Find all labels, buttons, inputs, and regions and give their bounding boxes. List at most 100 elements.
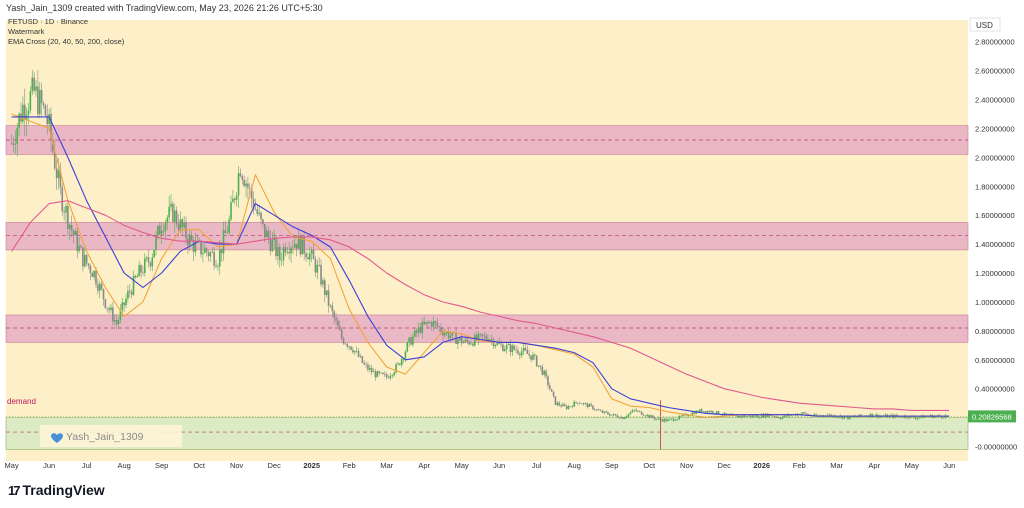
candle bbox=[397, 362, 399, 366]
candle bbox=[535, 354, 538, 367]
x-tick-label: May bbox=[5, 461, 19, 470]
ema-40-line bbox=[11, 116, 950, 417]
candle bbox=[209, 250, 212, 262]
candle bbox=[357, 348, 360, 358]
candle bbox=[490, 334, 493, 345]
candle bbox=[12, 136, 15, 153]
candle bbox=[320, 259, 322, 287]
zones-layer bbox=[5, 125, 969, 450]
candle bbox=[637, 410, 639, 413]
candle bbox=[40, 83, 43, 117]
candle bbox=[837, 417, 840, 419]
candle bbox=[575, 401, 577, 405]
candle bbox=[590, 402, 592, 408]
candle bbox=[164, 219, 167, 240]
candle bbox=[520, 347, 523, 358]
candle bbox=[374, 368, 377, 381]
candle bbox=[678, 414, 681, 421]
candle bbox=[567, 404, 570, 410]
watermark-box: Yash_Jain_1309 bbox=[40, 425, 182, 447]
y-tick-label: 2.20000000 bbox=[975, 124, 1015, 133]
candle bbox=[325, 290, 328, 298]
candle bbox=[408, 337, 410, 347]
tradingview-brand-text: TradingView bbox=[22, 482, 105, 498]
candle bbox=[524, 344, 527, 352]
candle bbox=[192, 236, 195, 262]
candle bbox=[108, 305, 110, 314]
candle bbox=[582, 402, 585, 406]
candle bbox=[260, 211, 262, 225]
candle bbox=[470, 340, 472, 346]
candle bbox=[558, 400, 560, 407]
price-chart[interactable]: 2.80000000 2.60000000 2.40000000 2.20000000… bbox=[0, 14, 1024, 480]
y-axis: 2.80000000 2.60000000 2.40000000 2.20000000… bbox=[975, 38, 1017, 452]
candle bbox=[353, 350, 356, 356]
candle bbox=[738, 415, 741, 418]
candle bbox=[128, 284, 131, 298]
candle bbox=[779, 417, 782, 421]
candle bbox=[573, 400, 575, 407]
candle bbox=[702, 411, 705, 412]
candle bbox=[601, 409, 604, 414]
candle bbox=[310, 247, 313, 263]
candle bbox=[545, 368, 547, 380]
currency-badge[interactable] bbox=[969, 17, 1001, 32]
candle bbox=[327, 284, 330, 313]
y-tick-label: 1.20000000 bbox=[975, 269, 1015, 278]
candle bbox=[425, 321, 427, 327]
candle bbox=[805, 413, 808, 416]
candle bbox=[639, 410, 641, 413]
candle bbox=[273, 229, 275, 250]
candle bbox=[44, 103, 47, 117]
candle bbox=[505, 342, 508, 354]
candle bbox=[633, 409, 636, 413]
candle bbox=[89, 263, 92, 281]
y-tick-label: 1.80000000 bbox=[975, 182, 1015, 191]
candle bbox=[63, 206, 65, 221]
candle bbox=[530, 355, 532, 363]
y-tick-label: 2.00000000 bbox=[975, 153, 1015, 162]
candle bbox=[143, 253, 146, 277]
candle bbox=[515, 345, 517, 354]
candle bbox=[48, 108, 50, 132]
candle bbox=[477, 331, 480, 346]
candle bbox=[607, 410, 609, 416]
candle bbox=[500, 339, 502, 348]
candle bbox=[245, 179, 247, 198]
candle bbox=[290, 245, 292, 263]
candle bbox=[787, 412, 789, 418]
candle bbox=[498, 337, 500, 345]
candle bbox=[629, 411, 632, 416]
candle bbox=[627, 413, 630, 418]
candle bbox=[674, 419, 677, 421]
tradingview-branding[interactable]: 17 TradingView bbox=[8, 482, 105, 498]
candle bbox=[496, 339, 499, 347]
legend: FETUSD · 1D · Binance Watermark EMA Cros… bbox=[8, 17, 125, 46]
candle bbox=[579, 401, 581, 405]
candle bbox=[655, 418, 658, 421]
candle bbox=[663, 418, 666, 424]
candle bbox=[355, 346, 358, 353]
candle bbox=[625, 414, 628, 419]
currency-label: USD bbox=[976, 21, 993, 30]
candle bbox=[504, 345, 506, 352]
candle bbox=[907, 416, 909, 420]
x-tick-label: Mar bbox=[380, 461, 393, 470]
candle bbox=[359, 353, 362, 358]
candle bbox=[370, 364, 373, 375]
candle bbox=[372, 367, 375, 373]
candle bbox=[91, 271, 94, 278]
candle bbox=[226, 225, 229, 234]
candle bbox=[745, 415, 748, 417]
candle bbox=[104, 298, 107, 310]
candle bbox=[383, 371, 386, 378]
candle bbox=[348, 345, 350, 351]
candle bbox=[646, 414, 649, 417]
candle bbox=[241, 174, 244, 185]
candle bbox=[367, 362, 369, 372]
candle bbox=[378, 370, 380, 376]
candle bbox=[173, 203, 176, 234]
ema-layer bbox=[6, 113, 968, 419]
candle bbox=[194, 232, 197, 257]
candle bbox=[153, 249, 155, 258]
